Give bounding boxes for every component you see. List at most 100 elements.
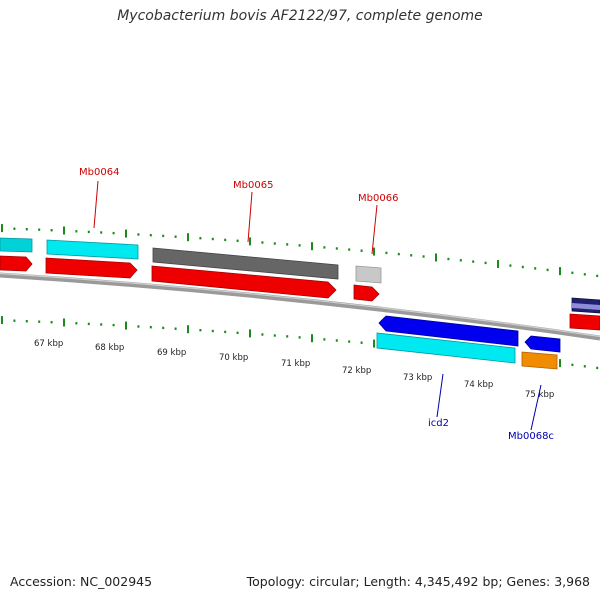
upper-minor-tick (162, 234, 165, 238)
upper-minor-tick (521, 265, 524, 269)
upper-minor-tick (571, 271, 574, 274)
lower-minor-tick (13, 319, 16, 322)
upper-minor-tick (211, 237, 214, 241)
leader-line-mb0066 (371, 204, 378, 255)
feature-cyan-left-edge (0, 237, 33, 253)
upper-minor-tick (546, 268, 549, 272)
lower-major-tick (249, 329, 251, 338)
lower-major-tick (311, 334, 313, 343)
leader-line-mb0068c (530, 384, 542, 431)
upper-major-tick (1, 224, 3, 233)
upper-minor-tick (13, 227, 16, 230)
upper-minor-tick (224, 238, 227, 242)
upper-minor-tick (509, 264, 512, 267)
lower-minor-tick (286, 335, 289, 338)
upper-minor-tick (348, 248, 351, 251)
upper-minor-tick (534, 267, 537, 270)
leader-line-mb0065 (247, 191, 253, 243)
upper-minor-tick (25, 228, 28, 231)
upper-minor-tick (447, 257, 450, 261)
gene-label-icd2: icd2 (428, 418, 449, 429)
cds-arrow-right-edge (569, 313, 600, 331)
cds-arrow-mb0065 (151, 265, 337, 299)
upper-tick-row (1, 224, 599, 278)
lower-minor-tick (360, 341, 363, 344)
genome-backbone-highlight (0, 272, 600, 338)
lower-minor-tick (236, 331, 239, 334)
gene-label-mb0065: Mb0065 (233, 180, 273, 191)
feature-dark-mb0065 (152, 247, 339, 280)
lower-minor-tick (38, 320, 41, 323)
lower-minor-tick (323, 338, 326, 341)
scale-label-68kbp: 68 kbp (95, 343, 124, 353)
lower-minor-tick (199, 329, 202, 332)
feature-light-mb0066 (355, 265, 382, 284)
scale-label-74kbp: 74 kbp (464, 380, 493, 390)
upper-minor-tick (323, 246, 326, 249)
cds-arrow-icd2 (378, 315, 519, 347)
feature-cyan-icd2 (376, 332, 516, 364)
scale-label-72kbp: 72 kbp (342, 366, 371, 376)
accession-label: Accession: NC_002945 (10, 574, 153, 589)
lower-major-tick (373, 339, 375, 348)
lower-minor-tick (112, 323, 115, 327)
lower-minor-tick (596, 366, 599, 370)
upper-minor-tick (50, 229, 53, 232)
map-title: Mycobacterium bovis AF2122/97, complete … (117, 8, 483, 24)
lower-minor-tick (162, 326, 165, 330)
lower-minor-tick (137, 325, 140, 328)
cds-arrow-mb0064 (45, 257, 138, 279)
scale-label-71kbp: 71 kbp (281, 359, 310, 369)
upper-minor-tick (199, 237, 202, 240)
lower-minor-tick (25, 320, 28, 323)
lower-minor-tick (224, 330, 227, 334)
upper-minor-tick (75, 230, 78, 233)
upper-minor-tick (261, 241, 264, 244)
upper-minor-tick (410, 254, 413, 257)
upper-minor-tick (273, 242, 276, 245)
gene-label-mb0064: Mb0064 (79, 167, 119, 178)
upper-minor-tick (286, 243, 289, 246)
upper-major-tick (559, 267, 561, 276)
upper-minor-tick (298, 244, 301, 247)
lower-minor-tick (149, 326, 152, 329)
cds-arrow-mb0066 (353, 284, 380, 302)
upper-minor-tick (596, 274, 599, 278)
upper-minor-tick (236, 239, 239, 242)
lower-minor-tick (571, 363, 574, 366)
lower-minor-tick (50, 321, 53, 324)
lower-minor-tick (298, 336, 301, 339)
scale-label-75kbp: 75 kbp (525, 390, 554, 400)
upper-minor-tick (38, 228, 41, 231)
upper-minor-tick (360, 249, 363, 252)
lower-major-tick (125, 321, 127, 330)
upper-major-tick (187, 233, 189, 242)
upper-minor-tick (385, 251, 388, 255)
upper-minor-tick (422, 255, 425, 258)
lower-minor-tick (261, 333, 264, 336)
lower-minor-tick (273, 334, 276, 337)
feature-cyan-mb0064 (46, 239, 139, 260)
lower-minor-tick (100, 323, 103, 326)
upper-major-tick (125, 229, 127, 238)
upper-major-tick (311, 242, 313, 251)
scale-label-73kbp: 73 kbp (403, 373, 432, 383)
upper-major-tick (435, 253, 437, 262)
genome-backbone (0, 272, 600, 341)
upper-minor-tick (174, 235, 177, 238)
upper-minor-tick (459, 259, 462, 262)
upper-minor-tick (397, 252, 400, 256)
lower-major-tick (1, 316, 3, 325)
leader-line-mb0064 (93, 180, 99, 229)
lower-minor-tick (174, 327, 177, 330)
gene-label-mb0066: Mb0066 (358, 193, 398, 204)
cds-arrow-left-edge (0, 255, 33, 272)
upper-minor-tick (100, 231, 103, 234)
upper-major-tick (249, 237, 251, 246)
feature-lavender-right-edge (572, 303, 600, 310)
genome-stats-label: Topology: circular; Length: 4,345,492 bp… (246, 574, 590, 589)
lower-minor-tick (583, 365, 586, 368)
upper-minor-tick (137, 233, 140, 236)
upper-minor-tick (335, 247, 338, 250)
